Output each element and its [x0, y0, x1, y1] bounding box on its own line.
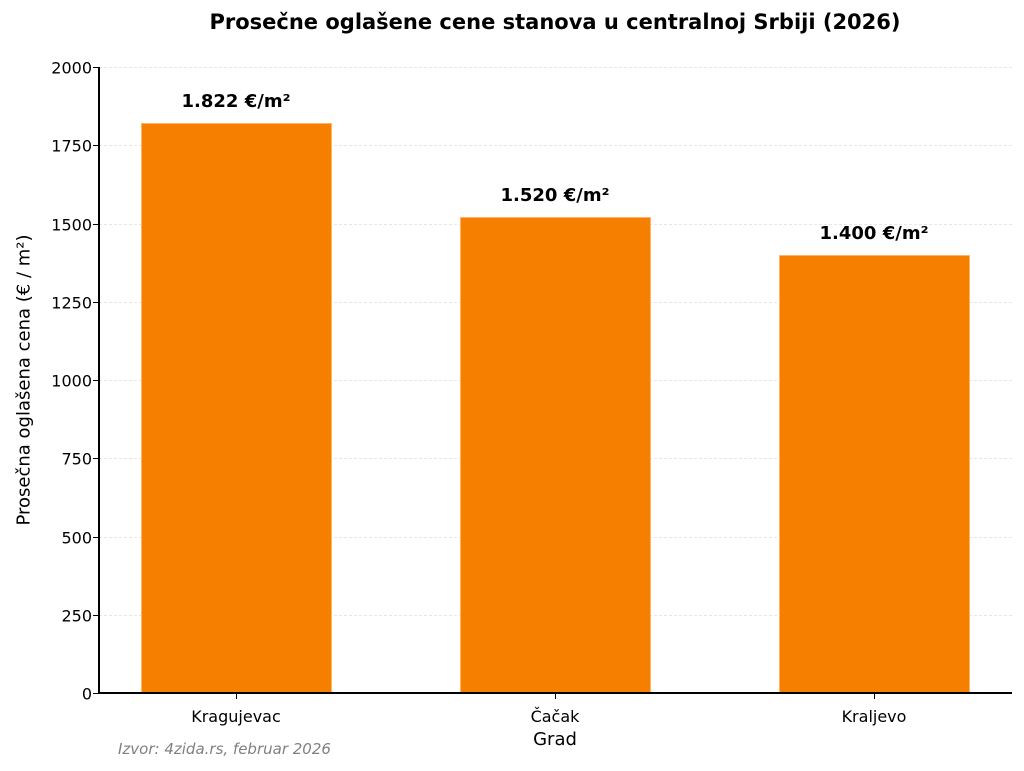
y-tick-mark	[93, 301, 99, 303]
x-tick-label: Čačak	[530, 707, 580, 726]
x-axis-line	[98, 692, 1012, 694]
y-tick-mark	[93, 693, 99, 695]
y-tick-label: 500	[61, 528, 92, 547]
x-tick-label: Kraljevo	[841, 707, 907, 726]
y-tick-label: 1500	[51, 215, 92, 234]
y-tick-label: 1250	[51, 293, 92, 313]
bar-kragujevac	[140, 122, 332, 693]
bar-čačak	[459, 217, 651, 693]
y-tick-mark	[93, 67, 99, 69]
chart-title: Prosečne oglašene cene stanova u central…	[209, 10, 901, 34]
bar-value-label: 1.520 €/m²	[500, 185, 610, 207]
bar-value-label: 1.822 €/m²	[181, 90, 291, 112]
x-tick-label: Kragujevac	[191, 707, 281, 726]
y-axis-title: Prosečna oglašena cena (€ / m²)	[13, 234, 35, 526]
x-tick-mark	[236, 693, 238, 699]
grid-line	[99, 67, 1012, 68]
x-tick-mark	[555, 693, 557, 699]
grid-line	[99, 145, 1012, 147]
y-tick-label: 1000	[51, 371, 92, 391]
source-annotation: Izvor: 4zida.rs, februar 2026	[118, 740, 331, 758]
plot-area: 0 250 500 750 1000 1250 1500 1750 2000 1.822 €/m…	[51, 59, 1012, 726]
y-tick-mark	[93, 145, 99, 147]
y-tick-mark	[93, 458, 99, 460]
y-tick-mark	[93, 536, 99, 538]
y-axis-line	[98, 67, 100, 694]
x-axis-title: Grad	[533, 729, 577, 750]
y-tick-label: 0	[81, 684, 92, 704]
y-tick-label: 1750	[51, 136, 92, 156]
y-tick-mark	[93, 223, 99, 225]
y-tick-label: 750	[61, 449, 92, 469]
bar-kraljevo	[778, 254, 970, 693]
y-tick-mark	[93, 380, 99, 382]
y-tick-label: 2000	[51, 58, 92, 78]
y-tick-label: 250	[61, 606, 92, 626]
y-tick-mark	[93, 614, 99, 616]
bar-value-label: 1.400 €/m²	[819, 222, 929, 244]
x-tick-mark	[874, 693, 876, 699]
